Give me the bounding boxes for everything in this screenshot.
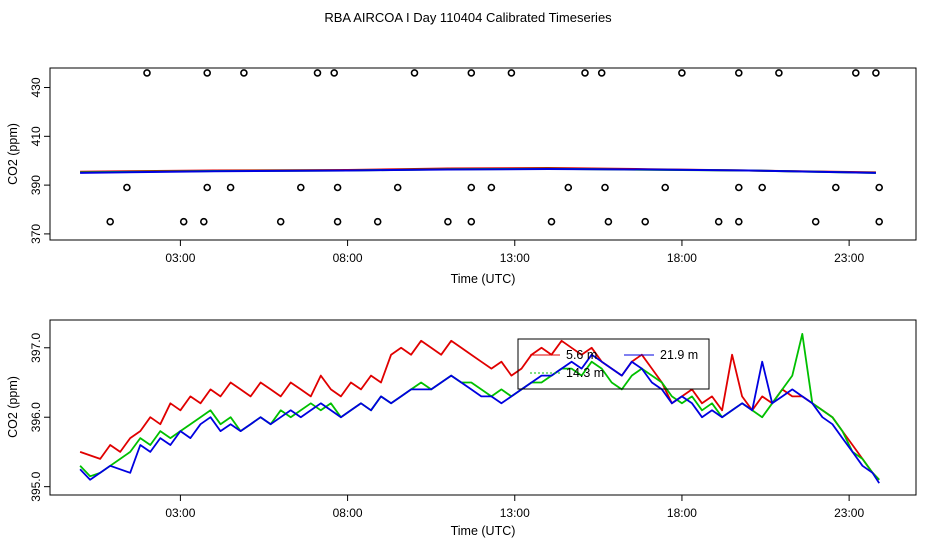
x-axis-label: Time (UTC) [451,272,516,286]
series-layer [79,332,880,484]
data-point [487,183,496,192]
chart-title: RBA AIRCOA I Day 110404 Calibrated Times… [324,10,612,25]
data-point [811,217,820,226]
data-point [641,217,650,226]
plot-frame [49,67,917,241]
legend-box [517,338,710,390]
series-line-21-9-m [80,168,876,174]
legend-label-5-6m: 5.6 m [566,348,597,362]
y-axis: 395.0 396.0 397.0 [29,332,50,502]
data-point [467,217,476,226]
data-point [330,69,339,77]
series-layer [80,167,876,174]
data-point [851,69,860,77]
data-point [875,217,884,226]
y-tick-label: 370 [29,224,43,244]
top-panel: 03:00 08:00 13:00 18:00 23:00 370 390 410 430 T… [6,67,917,286]
data-point [226,183,235,192]
bottom-panel: 03:00 08:00 13:00 18:00 23:00 395.0 396.0 397.… [6,319,917,538]
y-axis-label: CO2 (ppm) [6,123,20,185]
data-point [467,69,476,77]
data-point [758,183,767,192]
y-axis: 370 390 410 430 [29,77,50,244]
data-point [661,183,670,192]
data-point [507,69,516,77]
data-point [597,69,606,77]
data-point [203,69,211,77]
data-point [872,69,880,77]
data-point [714,217,723,226]
data-point [179,217,188,226]
y-tick-label: 395.0 [29,471,43,501]
data-point [333,217,342,226]
data-point [775,69,783,77]
y-tick-label: 396.0 [29,402,43,432]
data-point [831,183,840,192]
data-point [203,183,211,192]
data-point [276,217,285,226]
data-point [734,183,743,192]
data-point [123,183,131,192]
data-point [601,183,609,192]
x-tick-label: 13:00 [500,251,530,265]
data-point [734,69,743,77]
x-tick-label: 08:00 [333,251,363,265]
data-point [313,69,322,77]
x-tick-label: 18:00 [667,506,697,520]
plot-frame [49,319,917,496]
data-point [564,183,573,192]
x-tick-label: 03:00 [165,251,195,265]
x-tick-label: 23:00 [834,251,864,265]
x-axis: 03:00 08:00 13:00 18:00 23:00 [165,240,864,265]
points-layer [106,69,884,226]
data-point [200,217,208,226]
y-tick-label: 397.0 [29,332,43,362]
data-point [444,217,452,226]
data-point [410,69,419,77]
x-axis-label: Time (UTC) [451,524,516,538]
y-tick-label: 410 [29,126,43,146]
data-point [296,183,305,192]
y-tick-label: 430 [29,77,43,97]
data-point [734,217,743,226]
data-point [678,69,686,77]
x-tick-label: 08:00 [333,506,363,520]
x-tick-label: 18:00 [667,251,697,265]
x-tick-label: 23:00 [834,506,864,520]
series-line-14-3-m [79,332,880,481]
data-point [333,183,342,192]
data-point [875,183,884,192]
y-axis-label: CO2 (ppm) [6,376,20,438]
data-point [547,217,556,226]
data-point [604,217,613,226]
series-line-5-6-m [79,339,880,481]
data-point [240,69,248,77]
data-point [106,217,114,226]
x-axis: 03:00 08:00 13:00 18:00 23:00 [165,495,864,520]
data-point [373,217,382,226]
data-point [581,69,589,77]
x-tick-label: 13:00 [500,506,530,520]
legend-label-14-3m: 14.3 m [566,366,604,380]
series-line-21-9-m [79,353,880,484]
data-point [393,183,402,192]
data-point [467,183,476,192]
y-tick-label: 390 [29,175,43,195]
x-tick-label: 03:00 [165,506,195,520]
legend: 5.6 m 14.3 m 21.9 m [517,338,710,390]
legend-label-21-9m: 21.9 m [660,348,698,362]
data-point [143,69,151,77]
